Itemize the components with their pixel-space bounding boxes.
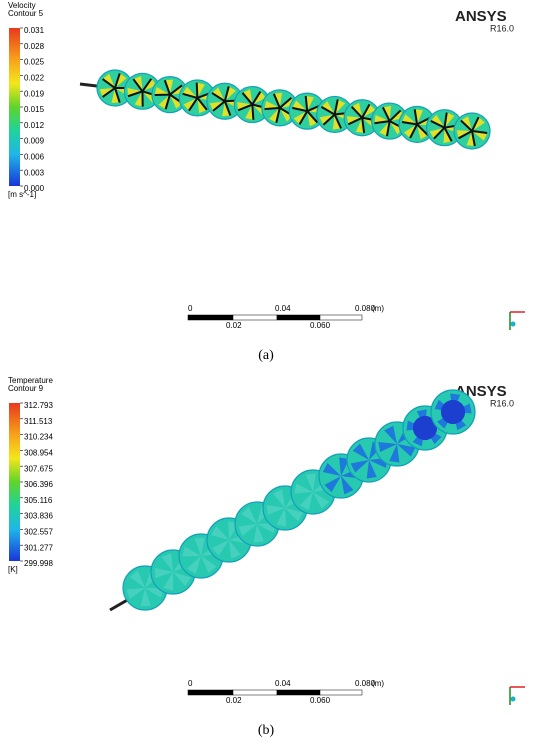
unit-label: [K] [8, 565, 18, 574]
blade-edge [252, 105, 253, 120]
scale-segment [188, 690, 233, 695]
figure: VelocityContour 50.0310.0280.0250.0220.0… [0, 0, 533, 746]
legend-label: 0.022 [24, 74, 45, 83]
scale-label: 0.04 [275, 679, 291, 688]
legend-label: 0.025 [24, 58, 45, 67]
scale-segment [188, 315, 233, 320]
scale-segment [233, 690, 277, 695]
scale-segment [233, 315, 277, 320]
version: R16.0 [490, 398, 514, 408]
scale-segment [277, 690, 320, 695]
legend-label: 312.793 [24, 401, 53, 410]
axis-z [511, 697, 516, 702]
scale-label: 0.060 [310, 696, 331, 705]
color-bar [9, 28, 20, 186]
scale-label: 0.02 [226, 696, 242, 705]
legend-subtitle: Contour 5 [8, 9, 44, 18]
legend-label: 310.234 [24, 433, 53, 442]
legend-label: 305.116 [24, 496, 53, 505]
scale-label: 0 [188, 304, 193, 313]
caption: (a) [258, 348, 274, 363]
scale-label: 0.04 [275, 304, 291, 313]
blade-edge [265, 108, 280, 109]
legend-label: 0.019 [24, 89, 45, 98]
scale-label: 0.060 [310, 321, 331, 330]
legend-label: 0.028 [24, 42, 45, 51]
legend-label: 301.277 [24, 543, 53, 552]
legend-label: 302.557 [24, 528, 53, 537]
blade-edge [197, 83, 198, 98]
hub [441, 400, 465, 424]
legend-label: 0.031 [24, 26, 45, 35]
legend-label: 303.836 [24, 512, 53, 521]
legend-label: 306.396 [24, 480, 53, 489]
unit-label: [m s^-1] [8, 190, 36, 199]
legend-label: 0.009 [24, 137, 45, 146]
legend-label: 0.003 [24, 168, 45, 177]
scale-label: 0.02 [226, 321, 242, 330]
legend-label: 0.006 [24, 153, 45, 162]
legend-subtitle: Contour 9 [8, 384, 44, 393]
legend-label: 307.675 [24, 464, 53, 473]
scale-segment [320, 315, 362, 320]
scale-label: 0 [188, 679, 193, 688]
color-bar [9, 403, 20, 561]
legend-label: 308.954 [24, 449, 53, 458]
axis-z [511, 322, 516, 327]
caption: (b) [258, 723, 275, 738]
legend-label: 299.998 [24, 559, 53, 568]
legend-label: 0.012 [24, 121, 45, 130]
scale-segment [320, 690, 362, 695]
legend-label: 311.513 [24, 417, 53, 426]
scale-label: (m) [372, 304, 384, 313]
legend-label: 0.015 [24, 105, 45, 114]
version: R16.0 [490, 23, 514, 33]
scale-segment [277, 315, 320, 320]
scale-label: (m) [372, 679, 384, 688]
